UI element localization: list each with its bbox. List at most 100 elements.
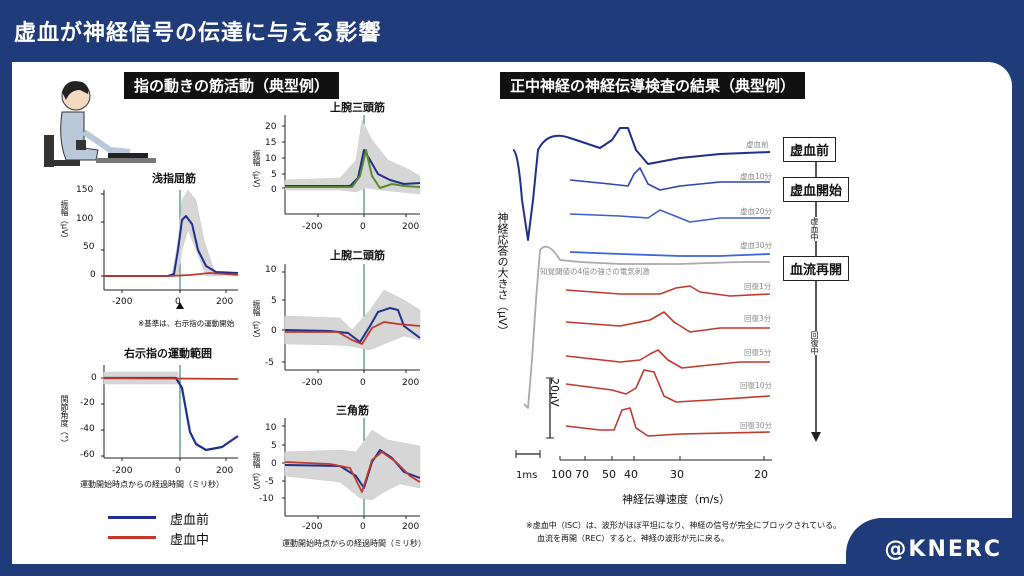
triceps-green-trace — [285, 149, 421, 189]
triceps-xtick: 0 — [360, 222, 366, 232]
fds-isc-trace — [104, 272, 239, 277]
trace-label: 回復3分 — [744, 314, 772, 323]
ncs-note-2: 血流を再開（REC）すると、神経の波形が元に戻る。 — [537, 534, 729, 543]
torso — [60, 111, 99, 161]
ncs-xtick: 100 — [551, 468, 572, 481]
biceps-ytick: -5 — [265, 358, 274, 368]
ncs-stimulus-trace — [523, 245, 770, 409]
scale-bar-label: 20μV — [548, 378, 561, 407]
deltoid-ytick: -10 — [259, 494, 274, 504]
legend-swatch-pre — [108, 516, 156, 519]
chair-seat — [44, 160, 80, 166]
ncs-isc30-trace — [569, 251, 771, 257]
rom-xtick: 0 — [175, 466, 181, 476]
fds-pre-trace — [104, 215, 239, 277]
keyboard — [108, 153, 148, 158]
onset-marker-icon — [176, 302, 184, 309]
rom-ytick: 0 — [91, 373, 97, 383]
ncs-xlabel: 神経伝導速度（m/s） — [622, 493, 731, 506]
triceps-band — [284, 119, 421, 195]
trace-label: 回復1分 — [744, 282, 772, 291]
fds-ytick: 50 — [83, 242, 95, 252]
content-panel — [12, 62, 1012, 564]
triceps-ytick: 10 — [265, 154, 277, 164]
fds-note: ※基準は、右示指の運動開始 — [138, 319, 235, 328]
ncs-xtick: 20 — [754, 468, 768, 481]
deltoid-title: 三角筋 — [336, 404, 369, 417]
triceps-ylabel: 振幅（μV） — [252, 150, 261, 193]
biceps-ytick: 0 — [271, 326, 277, 336]
chair-back — [44, 135, 54, 167]
trace-label: 回復10分 — [740, 381, 773, 390]
biceps-xtick: -200 — [302, 378, 323, 388]
trace-label: 虚血30分 — [740, 241, 773, 250]
footer-tab: @KNERC — [846, 518, 1024, 576]
ncs-rec10-trace — [565, 369, 771, 403]
ncs-note-1: ※虚血中（ISC）は、波形がほぼ平坦になり、神経の信号が完全にブロックされている… — [526, 521, 842, 530]
deltoid-xtick: 0 — [360, 522, 366, 532]
rom-ytick: -40 — [80, 424, 95, 434]
legend-swatch-isc — [108, 536, 156, 539]
ncs-xtick: 30 — [670, 468, 684, 481]
biceps-title: 上腕二頭筋 — [330, 249, 385, 262]
biceps-isc-trace — [285, 321, 421, 345]
time-bar-label: 1ms — [516, 470, 538, 481]
fds-ytick: 100 — [76, 214, 94, 224]
deltoid-ytick: -5 — [265, 477, 274, 487]
slide-title: 虚血が神経信号の伝達に与える影響 — [14, 21, 382, 46]
rom-title: 右示指の運動範囲 — [124, 347, 212, 360]
ncs-pre-trace — [512, 127, 771, 241]
hair — [62, 81, 89, 100]
triceps-ytick: 0 — [271, 185, 277, 195]
triceps-ytick: 20 — [265, 122, 277, 132]
deltoid-band — [284, 429, 421, 501]
biceps-ytick: 5 — [271, 296, 277, 306]
ncs-xtick: 70 — [575, 468, 589, 481]
rom-ylabel: 関節角度（°） — [60, 395, 69, 447]
fds-ylabel: 振幅（μV） — [60, 200, 69, 243]
biceps-xtick: 200 — [402, 378, 420, 388]
deltoid-ytick: 5 — [271, 441, 277, 451]
deltoid-ylabel: 振幅（μV） — [252, 452, 261, 495]
triceps-title: 上腕三頭筋 — [330, 101, 385, 114]
ncs-rec30-trace — [565, 407, 771, 437]
legend-label-pre: 虚血前 — [170, 513, 210, 528]
triceps-xtick: -200 — [302, 222, 323, 232]
right-section-title: 正中神経の神経伝導検査の結果（典型例） — [500, 72, 806, 99]
ncs-rec5-trace — [565, 349, 770, 369]
fds-xtick: 0 — [175, 297, 181, 307]
title-bar: 虚血が神経信号の伝達に与える影響 — [0, 0, 440, 62]
timeline-arrow-icon — [811, 432, 821, 442]
biceps-ylabel: 振幅（μV） — [252, 300, 261, 343]
fds-xtick: 200 — [216, 297, 234, 307]
ncs-rec1-trace — [565, 285, 771, 297]
biceps-band — [284, 289, 421, 351]
trace-label: 虚血10分 — [740, 172, 773, 181]
deltoid-xtick: -200 — [302, 522, 323, 532]
legend-label-isc: 虚血中 — [170, 533, 210, 548]
desk — [96, 158, 156, 163]
biceps-xtick: 0 — [360, 378, 366, 388]
ncs-isc10-trace — [569, 167, 770, 191]
cuff — [76, 140, 86, 150]
triceps-pre-trace — [285, 149, 421, 187]
arm — [82, 129, 131, 155]
deltoid-isc-trace — [284, 451, 421, 493]
fds-ytick: 0 — [90, 270, 96, 280]
fds-title: 浅指屈筋 — [152, 172, 196, 185]
phase-box-reperfusion: 血流再開 — [783, 256, 850, 281]
triceps-xtick: 200 — [402, 222, 420, 232]
phase-box-start: 虚血開始 — [783, 177, 850, 202]
ncs-xtick: 40 — [624, 468, 638, 481]
author-handle: @KNERC — [884, 537, 1002, 562]
trace-label: 虚血前 — [746, 140, 769, 149]
rom-ytick: -20 — [80, 398, 95, 408]
deltoid-xtick: 200 — [402, 522, 420, 532]
rom-xtick: -200 — [112, 466, 133, 476]
rom-pre-trace — [104, 376, 239, 452]
trace-label: 回復5分 — [744, 348, 772, 357]
ncs-xtick: 50 — [602, 468, 616, 481]
fds-xtick: -200 — [112, 297, 133, 307]
person-illustration — [44, 81, 156, 167]
rom-ytick: -60 — [80, 450, 95, 460]
